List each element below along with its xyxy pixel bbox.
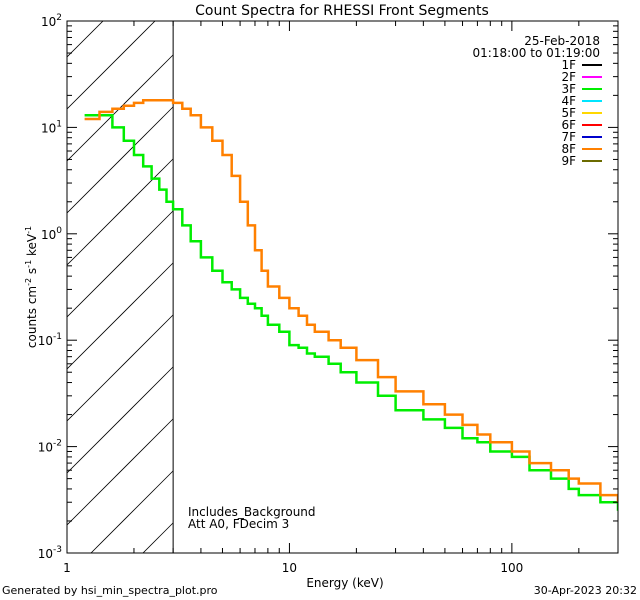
series-line-8F [84, 98, 618, 503]
excluded-region-hatch [67, 0, 174, 553]
series-line-3F [84, 114, 618, 511]
plot-frame [66, 20, 619, 554]
legend-label: 2F [561, 70, 576, 84]
hatch-line [67, 262, 174, 370]
hatch-line [67, 366, 174, 474]
annotation-background: Includes_Background [188, 505, 316, 519]
hatch-line [67, 0, 173, 5]
x-tick-label: 100 [500, 561, 523, 575]
footer-generated-by: Generated by hsi_min_spectra_plot.pro [2, 584, 218, 597]
hatch-line [67, 314, 174, 422]
legend-label: 6F [561, 118, 576, 132]
x-tick-label: 1 [63, 561, 71, 575]
date-label: 25-Feb-2018 [524, 34, 600, 48]
y-tick-label: 10-3 [38, 545, 62, 561]
annotation-attenuator: Att A0, FDecim 3 [188, 517, 289, 531]
hatch-line [90, 470, 174, 553]
hatch-line [67, 418, 174, 526]
hatch-line [67, 158, 174, 266]
legend-label: 9F [561, 154, 576, 168]
legend-label: 3F [561, 82, 576, 96]
y-tick-label: 101 [41, 119, 62, 135]
time-range-label: 01:18:00 to 01:19:00 [473, 46, 600, 60]
y-axis-label: counts cm-2 s-1 keV-1 [24, 226, 39, 348]
x-axis-label: Energy (keV) [306, 576, 383, 590]
legend-label: 1F [561, 58, 576, 72]
legend-label: 8F [561, 142, 576, 156]
legend-label: 4F [561, 94, 576, 108]
hatch-line [67, 21, 156, 110]
hatch-line [67, 21, 104, 58]
y-tick-label: 102 [41, 13, 62, 29]
hatch-line [67, 106, 174, 214]
hatch-line [67, 210, 174, 318]
y-tick-label: 100 [41, 226, 62, 242]
footer-timestamp: 30-Apr-2023 20:32 [534, 584, 637, 597]
x-tick-label: 10 [282, 561, 297, 575]
y-tick-label: 10-2 [38, 439, 62, 455]
legend-label: 5F [561, 106, 576, 120]
chart-title: Count Spectra for RHESSI Front Segments [195, 3, 489, 19]
hatch-line [142, 522, 174, 553]
legend-label: 7F [561, 130, 576, 144]
y-tick-label: 10-1 [38, 332, 62, 348]
